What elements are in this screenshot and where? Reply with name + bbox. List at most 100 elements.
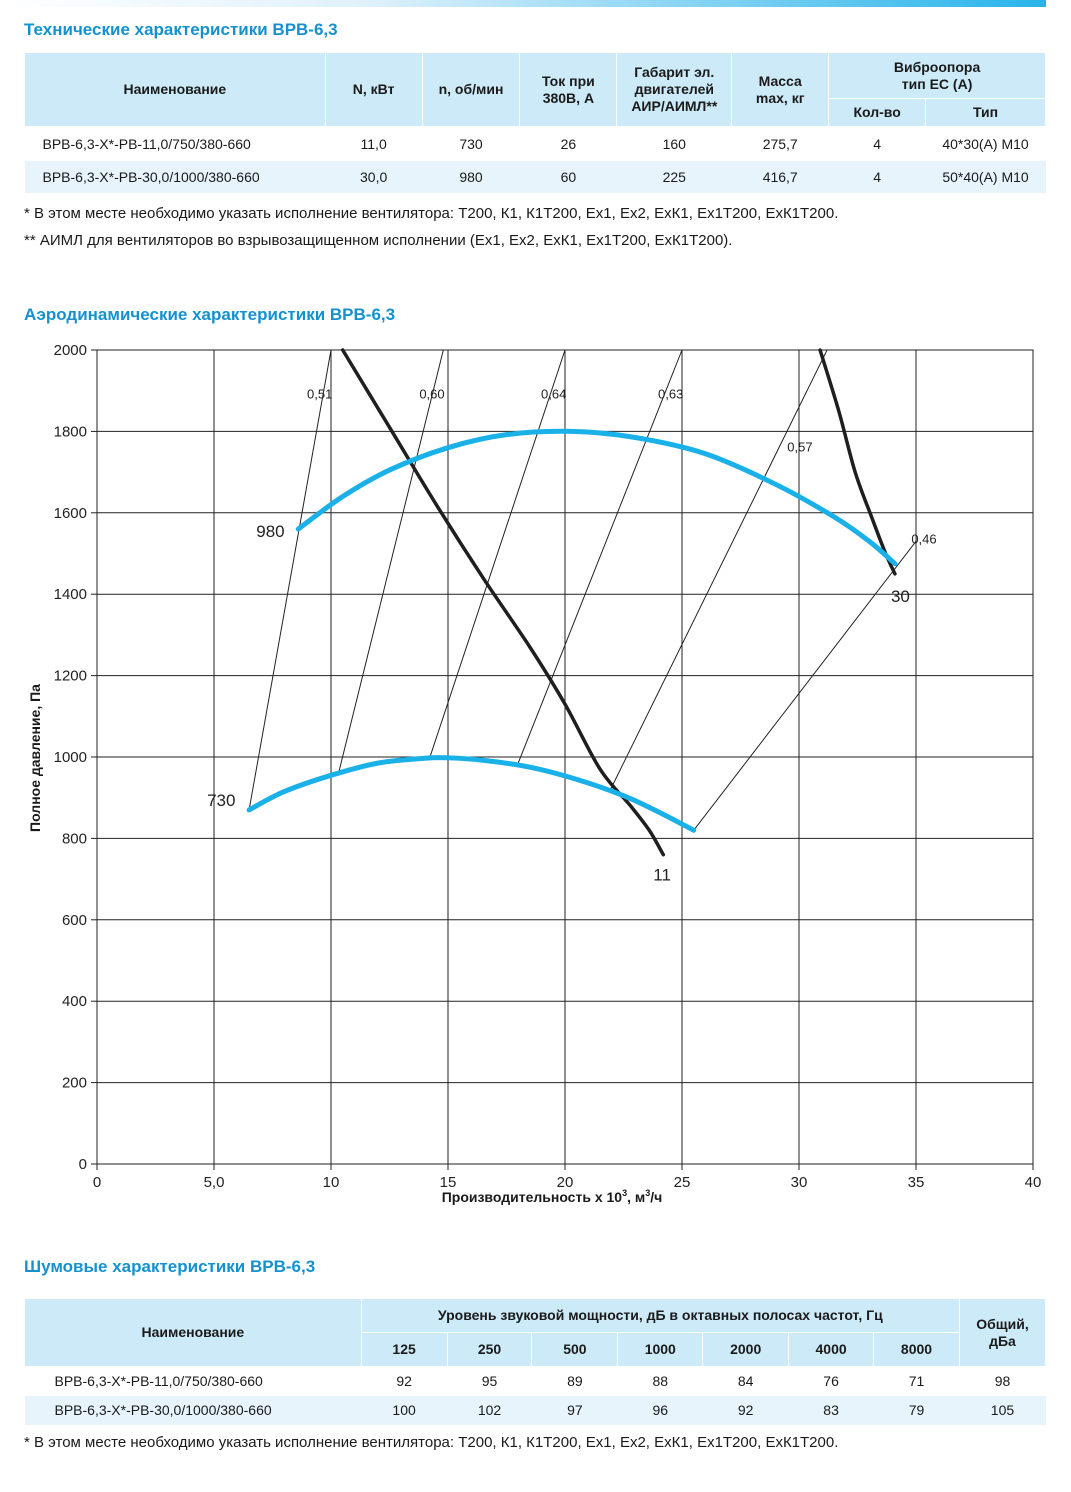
tech-header-current-line1: Ток при <box>542 72 595 89</box>
noise-cell-value: 76 <box>823 1373 839 1390</box>
efficiency-line <box>248 349 332 810</box>
noise-cell-value: 92 <box>396 1373 412 1390</box>
aero-section-title: Аэродинамические характеристики ВРВ-6,3 <box>24 305 396 324</box>
x-tick-label: 40 <box>1025 1174 1042 1191</box>
efficiency-line <box>693 540 917 831</box>
chart-grid <box>96 349 1034 1165</box>
efficiency-label: 0,46 <box>911 531 936 546</box>
tech-cell-type: 50*40(А) М10 <box>925 160 1046 193</box>
noise-cell-value: 84 <box>737 1373 754 1390</box>
noise-cell-value: 88 <box>652 1373 669 1390</box>
x-tick-label: 0 <box>93 1174 101 1191</box>
power-curve-line <box>818 348 897 576</box>
noise-cell-value: 83 <box>788 1395 874 1425</box>
efficiency-lines: 0,51 0,60 0,64 0,63 0,57 0,46 <box>248 349 937 831</box>
tech-cell-current: 26 <box>560 135 577 152</box>
tech-header-current: Ток при 380В, А <box>519 52 618 127</box>
power-label-11: 11 <box>653 866 671 885</box>
tech-header-mass: Масса max, кг <box>731 52 830 127</box>
noise-band-header: 250 <box>446 1332 533 1367</box>
noise-table: Наименование Уровень звуковой мощности, … <box>24 1298 1047 1425</box>
efficiency-label: 0,64 <box>541 387 566 402</box>
y-tick-label: 1000 <box>54 749 87 766</box>
tech-cell-power: 30,0 <box>325 160 423 193</box>
tech-cell-motor: 225 <box>616 160 732 193</box>
speed-curve-line <box>246 755 697 833</box>
tech-header-mass-line1: Масса <box>758 72 802 89</box>
table-row: ВРВ-6,3-Х*-РВ-11,0/750/380-660 92 95 89 … <box>25 1367 1046 1396</box>
x-tick-label: 20 <box>557 1174 574 1191</box>
noise-header-total: Общий, дБа <box>958 1298 1047 1367</box>
x-tick-label: 30 <box>791 1174 808 1191</box>
y-tick-label: 1200 <box>54 668 87 685</box>
y-tick-label: 0 <box>79 1156 87 1173</box>
noise-cell-name: ВРВ-6,3-Х*-РВ-30,0/1000/380-660 <box>24 1395 362 1425</box>
efficiency-line <box>517 349 683 764</box>
noise-footnote: * В этом месте необходимо указать исполн… <box>24 1434 839 1451</box>
efficiency-label: 0,63 <box>658 387 683 402</box>
noise-cell-value: 92 <box>702 1395 789 1425</box>
noise-cell-name: ВРВ-6,3-Х*-РВ-11,0/750/380-660 <box>54 1373 263 1390</box>
power-label-30: 30 <box>891 587 910 606</box>
table-row: ВРВ-6,3-Х*-РВ-11,0/750/380-660 11,0 730 … <box>25 127 1046 161</box>
tech-header-motor-line1: Габарит эл. <box>634 64 715 80</box>
y-tick-label: 400 <box>62 993 87 1010</box>
noise-band-header: 8000 <box>873 1332 960 1367</box>
x-axis-label: Производительность х 103, м3/ч <box>442 1188 663 1205</box>
tech-table: Наименование N, кВт n, об/мин Ток при 38… <box>24 52 1046 193</box>
noise-band-header: 500 <box>531 1332 619 1367</box>
noise-header-level: Уровень звуковой мощности, дБ в октавных… <box>360 1298 960 1333</box>
table-row: ВРВ-6,3-Х*-РВ-30,0/1000/380-660 100 102 … <box>24 1395 1046 1425</box>
y-tick-label: 800 <box>62 830 87 847</box>
tech-footnote-2: ** АИМЛ для вентиляторов во взрывозащище… <box>24 232 733 249</box>
tech-cell-qty: 4 <box>873 135 881 152</box>
tech-header-power: N, кВт <box>324 52 423 127</box>
y-tick-label: 1800 <box>54 423 87 440</box>
tech-cell-mass: 275,7 <box>762 135 798 152</box>
chart-labels: 730 980 11 30 <box>207 522 910 885</box>
noise-cell-value: 102 <box>447 1395 532 1425</box>
tech-header-vibro-line2: тип ЕС (А) <box>901 75 973 92</box>
noise-section-title: Шумовые характеристики ВРВ-6,3 <box>24 1257 316 1276</box>
power-curves <box>340 348 897 857</box>
speed-curves <box>246 428 898 833</box>
y-tick-label: 200 <box>62 1075 87 1092</box>
noise-header-name: Наименование <box>24 1298 362 1367</box>
noise-cell-value: 71 <box>908 1373 925 1390</box>
x-tick-label: 5,0 <box>204 1174 225 1191</box>
noise-band-header: 125 <box>360 1332 448 1367</box>
noise-band-header: 1000 <box>617 1332 704 1367</box>
tech-cell-current: 60 <box>519 160 617 193</box>
tech-cell-qty: 4 <box>828 160 926 193</box>
table-row: ВРВ-6,3-Х*-РВ-30,0/1000/380-660 30,0 980… <box>24 160 1046 193</box>
power-curve-line <box>340 348 666 857</box>
noise-band-header: 2000 <box>702 1332 790 1367</box>
noise-cell-total: 98 <box>994 1373 1011 1390</box>
noise-cell-total: 105 <box>959 1395 1046 1425</box>
noise-cell-value: 100 <box>361 1395 448 1425</box>
x-tick-label: 25 <box>674 1174 691 1191</box>
tech-header-motor-line2: двигателей <box>634 81 715 97</box>
y-axis-label: Полное давление, Па <box>27 684 43 832</box>
efficiency-line <box>337 349 444 776</box>
aero-chart: 0 5,0 10 15 20 25 30 35 400200400600800100012001… <box>27 342 1042 1205</box>
header-accent-bar <box>0 0 1046 7</box>
tech-cell-motor: 160 <box>662 135 686 152</box>
y-tick-label: 600 <box>62 912 87 929</box>
series-label-980: 980 <box>256 522 284 541</box>
tech-cell-name: ВРВ-6,3-Х*-РВ-11,0/750/380-660 <box>42 135 251 152</box>
noise-band-header: 4000 <box>788 1332 875 1367</box>
tech-cell-speed: 980 <box>422 160 520 193</box>
tech-section-title: Технические характеристики ВРВ-6,3 <box>24 20 338 39</box>
y-tick-label: 2000 <box>54 342 87 359</box>
x-tick-label: 10 <box>323 1174 340 1191</box>
noise-cell-value: 96 <box>617 1395 703 1425</box>
tech-header-qty: Кол-во <box>828 98 927 127</box>
x-tick-label: 35 <box>908 1174 925 1191</box>
tech-cell-mass: 416,7 <box>731 160 829 193</box>
series-label-730: 730 <box>207 791 235 810</box>
tech-cell-power: 11,0 <box>360 135 387 152</box>
tech-cell-speed: 730 <box>459 135 483 152</box>
tech-header-speed: n, об/мин <box>421 52 521 127</box>
chart-axes: 0 5,0 10 15 20 25 30 35 400200400600800100012001… <box>54 342 1042 1191</box>
